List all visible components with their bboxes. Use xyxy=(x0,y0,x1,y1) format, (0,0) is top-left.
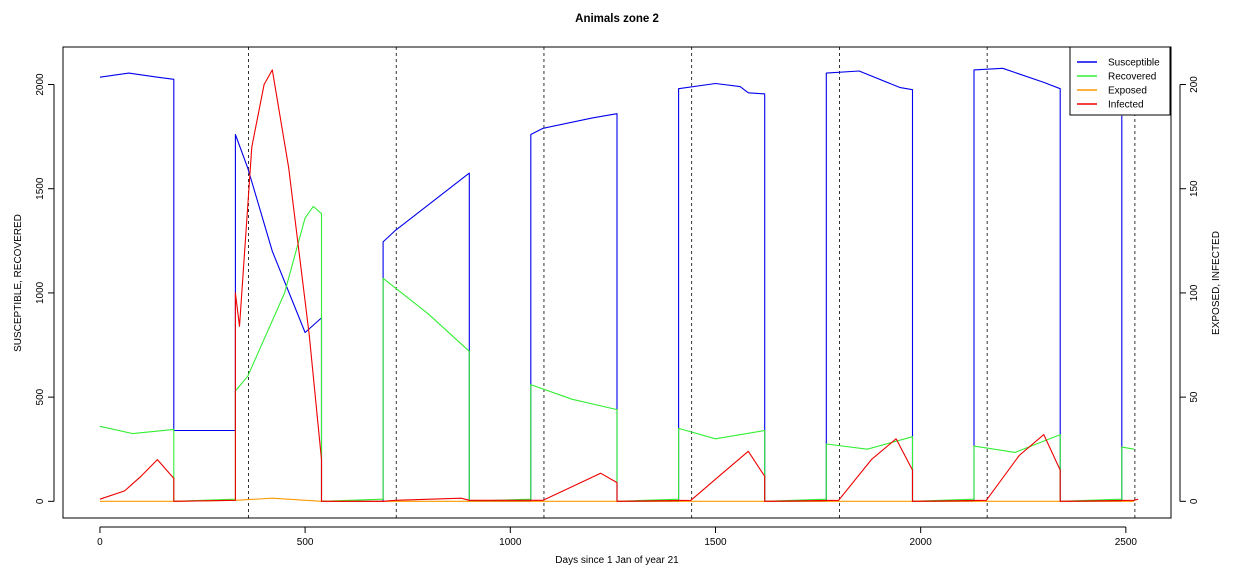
y-right-tick-label-1: 50 xyxy=(1189,391,1200,403)
y-right-tick-label-0: 0 xyxy=(1189,498,1200,504)
y-left-tick-label-4: 2000 xyxy=(35,73,46,96)
legend-label-susceptible: Susceptible xyxy=(1108,58,1160,69)
x-tick-label-1: 500 xyxy=(297,537,314,548)
y-axis-left-label: SUSCEPTIBLE, RECOVERED xyxy=(13,214,24,352)
plot-frame xyxy=(62,46,1172,519)
legend: Susceptible Recovered Exposed Infected xyxy=(1069,46,1171,116)
series-line-infected xyxy=(99,69,1139,502)
x-tick-label-2: 1000 xyxy=(499,537,522,548)
chart-title: Animals zone 2 xyxy=(575,13,659,25)
y-axis-right: 0 50 100 150 200 xyxy=(1179,76,1200,504)
y-left-tick-label-3: 1500 xyxy=(35,177,46,200)
x-tick-label-5: 2500 xyxy=(1115,537,1138,548)
y-right-tick-label-2: 100 xyxy=(1189,284,1200,301)
legend-label-infected: Infected xyxy=(1108,100,1144,111)
x-tick-label-3: 1500 xyxy=(704,537,727,548)
y-left-tick-label-2: 1000 xyxy=(35,281,46,304)
y-left-tick-label-1: 500 xyxy=(35,388,46,405)
series-line-recovered xyxy=(99,205,1135,502)
x-tick-label-0: 0 xyxy=(97,537,103,548)
x-axis-label: Days since 1 Jan of year 21 xyxy=(555,555,679,566)
y-right-tick-label-4: 200 xyxy=(1189,76,1200,93)
y-axis-right-label: EXPOSED, INFECTED xyxy=(1211,231,1222,335)
vertical-reference-lines xyxy=(248,47,1136,518)
y-right-tick-label-3: 150 xyxy=(1189,180,1200,197)
series-line-susceptible xyxy=(99,67,1123,502)
x-tick-label-4: 2000 xyxy=(910,537,933,548)
y-left-tick-label-0: 0 xyxy=(35,498,46,504)
x-axis: 0 500 1000 1500 2000 2500 xyxy=(97,526,1138,548)
y-axis-left: 0 500 1000 1500 2000 xyxy=(35,73,55,504)
series-lines xyxy=(99,67,1139,502)
legend-label-recovered: Recovered xyxy=(1108,72,1156,83)
legend-label-exposed: Exposed xyxy=(1108,86,1147,97)
